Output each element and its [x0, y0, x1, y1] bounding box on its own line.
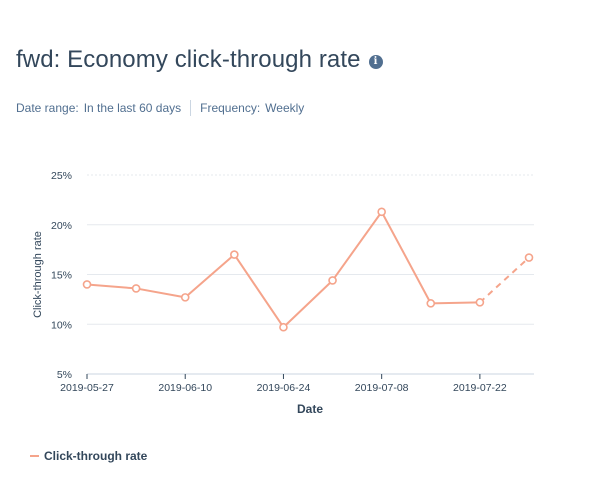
data-point[interactable] — [230, 250, 239, 259]
date-range-label: Date range: — [16, 101, 79, 115]
data-point[interactable] — [180, 293, 190, 302]
info-icon[interactable]: i — [368, 55, 383, 69]
data-point[interactable] — [279, 322, 288, 332]
data-point[interactable] — [377, 207, 386, 217]
y-tick-label: 25% — [51, 170, 72, 182]
report-title: fwd: Economy click-through rate — [16, 46, 361, 73]
chart-legend[interactable]: Click-through rate — [30, 449, 147, 463]
meta-divider — [190, 100, 192, 116]
x-axis-title: Date — [297, 402, 323, 416]
frequency-value: Weekly — [265, 101, 305, 115]
report-header: fwd: Economy click-through rate i — [16, 46, 383, 74]
series-line-projected — [479, 256, 530, 304]
legend-swatch — [30, 455, 39, 457]
y-axis-title: Click-through rate — [32, 231, 44, 318]
x-tick-label: 2019-06-24 — [257, 382, 311, 394]
x-tick-label: 2019-07-22 — [453, 382, 507, 394]
data-point[interactable] — [475, 298, 485, 307]
data-point[interactable] — [82, 280, 92, 289]
legend-label: Click-through rate — [44, 449, 148, 463]
y-tick-label: 5% — [57, 369, 72, 381]
date-range-value: In the last 60 days — [83, 101, 182, 115]
x-tick-label: 2019-06-10 — [158, 382, 212, 394]
y-tick-label: 10% — [51, 319, 72, 331]
frequency-label: Frequency: — [200, 101, 261, 115]
data-point[interactable] — [131, 284, 141, 293]
data-point[interactable] — [426, 299, 436, 308]
series-line — [86, 210, 480, 329]
data-point[interactable] — [524, 253, 534, 262]
y-tick-label: 15% — [51, 270, 72, 282]
report-meta: Date range: In the last 60 days Frequenc… — [16, 100, 304, 116]
data-point[interactable] — [328, 276, 337, 285]
x-tick-label: 2019-05-27 — [60, 382, 114, 394]
y-tick-label: 20% — [51, 220, 72, 232]
x-tick-label: 2019-07-08 — [355, 382, 409, 394]
